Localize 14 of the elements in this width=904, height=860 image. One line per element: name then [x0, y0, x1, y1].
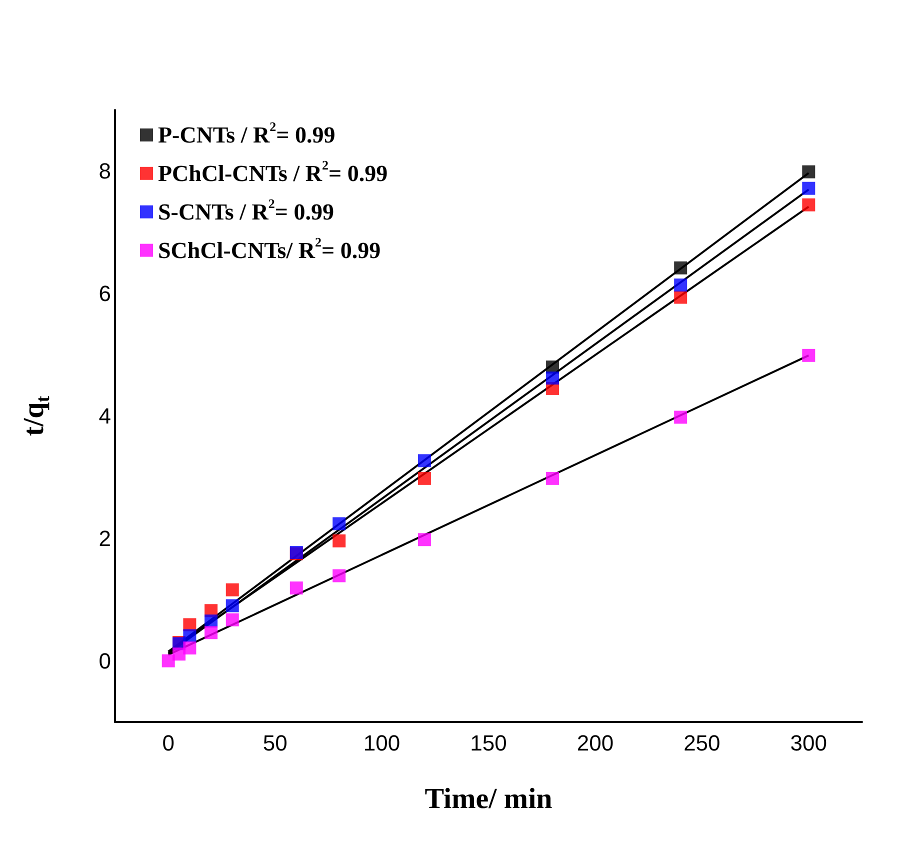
x-axis-title: Time/ min [424, 782, 552, 815]
x-tick-label: 250 [684, 730, 720, 756]
y-axis-title: t/qt [18, 395, 54, 436]
x-tick-label: 200 [576, 730, 614, 756]
y-tick-label: 4 [98, 404, 111, 428]
y-tick-label: 6 [98, 281, 111, 306]
y-tick-label: 8 [98, 158, 111, 184]
x-tick-label: 0 [162, 730, 174, 756]
x-tick-label: 100 [363, 730, 400, 756]
x-tick-label: 50 [262, 730, 288, 756]
x-tick-label: 300 [790, 730, 827, 756]
y-tick-label: 0 [98, 648, 111, 674]
y-tick-label: 2 [98, 526, 111, 551]
x-tick-label: 150 [470, 730, 507, 756]
